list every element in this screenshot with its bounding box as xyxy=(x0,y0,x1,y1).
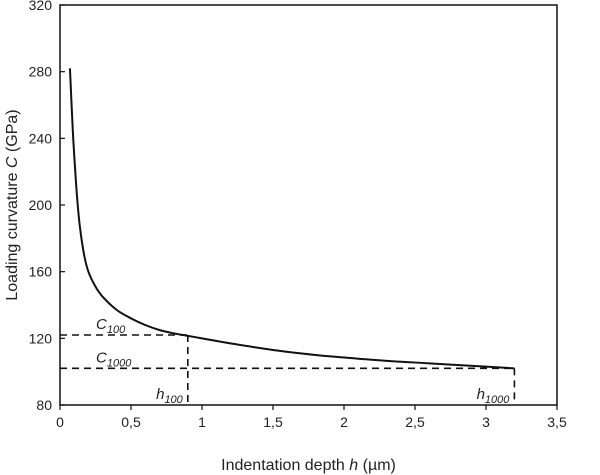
x-tick-label: 2,5 xyxy=(405,414,425,430)
reference-guides xyxy=(60,334,516,405)
x-tick-label: 1 xyxy=(198,414,206,430)
y-tick-label: 160 xyxy=(29,264,53,280)
x-axis-ticks: 0 0,5 1 1,5 2 2,5 3 3,5 xyxy=(56,405,567,430)
y-axis-title: Loading curvature C (GPa) xyxy=(4,109,21,300)
x-axis-title: Indentation depth h (µm) xyxy=(221,457,396,474)
label-h100: h100 xyxy=(156,386,184,406)
y-tick-label: 120 xyxy=(29,330,53,346)
label-h1000: h1000 xyxy=(477,386,511,406)
x-tick-label: 2 xyxy=(340,414,348,430)
label-c1000: C1000 xyxy=(96,349,132,369)
x-tick-label: 3,5 xyxy=(547,414,567,430)
y-axis-ticks: 80 120 160 200 240 280 320 xyxy=(29,0,65,413)
plot-frame xyxy=(59,4,558,406)
y-tick-label: 200 xyxy=(29,197,53,213)
y-tick-label: 80 xyxy=(36,397,52,413)
y-tick-label: 320 xyxy=(29,0,53,13)
series-line xyxy=(68,68,515,370)
x-tick-label: 0 xyxy=(56,414,64,430)
x-tick-label: 1,5 xyxy=(263,414,283,430)
x-tick-label: 3 xyxy=(482,414,490,430)
y-tick-label: 240 xyxy=(29,130,53,146)
annotations: C100 C1000 h100 h1000 xyxy=(96,316,510,406)
x-tick-label: 0,5 xyxy=(121,414,141,430)
label-c100: C100 xyxy=(96,316,126,336)
y-tick-label: 280 xyxy=(29,64,53,80)
